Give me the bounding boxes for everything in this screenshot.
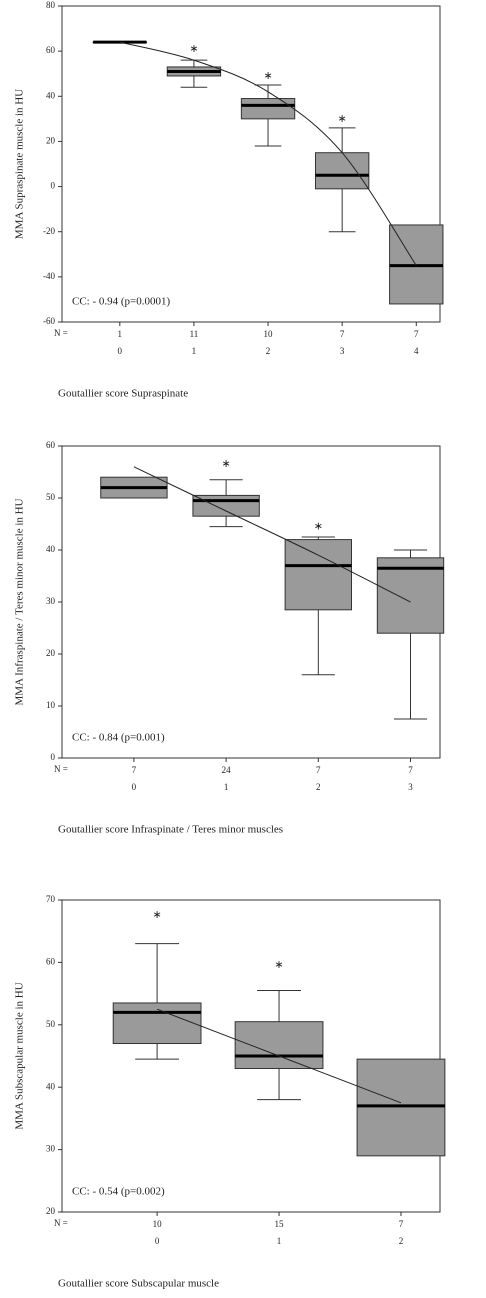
plot-frame: [61, 899, 441, 1213]
x-tick-label: 0: [155, 1236, 160, 1246]
x-tick-label: 1: [192, 346, 197, 356]
box: [356, 1058, 446, 1157]
extreme: ∗: [263, 70, 272, 82]
x-tick-label: 2: [316, 782, 321, 792]
plot-frame: [61, 5, 441, 323]
extreme: ∗: [189, 43, 198, 55]
n-count: 11: [190, 329, 199, 339]
extreme: ∗: [153, 909, 162, 921]
fit-line: [156, 1008, 402, 1104]
x-axis-label: Goutallier score Subscapular muscle: [58, 1278, 219, 1290]
y-tick-label: 20: [46, 648, 56, 658]
n-count: 7: [408, 765, 413, 775]
box: [284, 539, 352, 611]
extreme: ∗: [338, 113, 347, 125]
y-tick-label: 20: [46, 135, 56, 145]
y-tick-label: 30: [46, 596, 56, 606]
y-tick-label: 70: [46, 894, 56, 904]
x-tick-label: 2: [399, 1236, 404, 1246]
box: [192, 494, 260, 517]
n-count: 7: [399, 1219, 404, 1229]
x-tick-label: 4: [414, 346, 419, 356]
box: [376, 557, 445, 634]
annotation: CC: - 0.54 (p=0.002): [72, 1186, 165, 1198]
y-tick-label: 30: [46, 1144, 56, 1154]
annotation: CC: - 0.84 (p=0.001): [72, 732, 165, 744]
extreme: ∗: [274, 959, 283, 971]
annotation: CC: - 0.94 (p=0.0001): [72, 296, 171, 308]
x-tick-label: 0: [118, 346, 123, 356]
n-count: 1: [118, 329, 123, 339]
y-tick-label: 80: [46, 0, 56, 10]
y-tick-label: 40: [46, 544, 56, 554]
n-count: 15: [275, 1219, 285, 1229]
x-tick-label: 2: [266, 346, 271, 356]
extreme: ∗: [221, 458, 230, 470]
y-tick-label: 40: [46, 90, 56, 100]
y-tick-label: 60: [46, 956, 56, 966]
y-tick-label: 20: [46, 1206, 56, 1216]
y-tick-label: 50: [46, 492, 56, 502]
y-tick-label: -40: [43, 271, 55, 281]
n-count: 10: [153, 1219, 163, 1229]
x-tick-label: 3: [408, 782, 413, 792]
x-axis-label: Goutallier score Supraspinate: [58, 388, 188, 400]
box: [240, 98, 296, 120]
y-tick-label: 0: [51, 181, 56, 191]
box: [314, 152, 370, 190]
n-count: 10: [264, 329, 274, 339]
x-tick-label: 0: [132, 782, 137, 792]
fit-line: [133, 466, 411, 603]
n-count: 7: [316, 765, 321, 775]
y-axis-label: MMA Infraspinate / Teres minor muscle in…: [14, 498, 26, 705]
y-tick-label: 50: [46, 1019, 56, 1029]
n-label: N =: [54, 1218, 68, 1228]
n-count: 7: [414, 329, 419, 339]
n-count: 7: [132, 765, 137, 775]
x-tick-label: 1: [277, 1236, 282, 1246]
y-axis-label: MMA Subscapular muscle in HU: [14, 982, 26, 1129]
box: [234, 1021, 324, 1069]
y-axis-label: MMA Supraspinate muscle in HU: [14, 89, 26, 239]
x-axis-label: Goutallier score Infraspinate / Teres mi…: [58, 824, 283, 836]
fit-line: [119, 41, 417, 266]
n-count: 24: [222, 765, 232, 775]
extreme: ∗: [314, 521, 323, 533]
box: [112, 1002, 202, 1045]
n-label: N =: [54, 764, 68, 774]
x-tick-label: 1: [224, 782, 229, 792]
n-label: N =: [54, 328, 68, 338]
y-tick-label: 40: [46, 1081, 56, 1091]
y-tick-label: 60: [46, 440, 56, 450]
y-tick-label: -60: [43, 316, 55, 326]
y-tick-label: 10: [46, 700, 56, 710]
y-tick-label: -20: [43, 226, 55, 236]
x-tick-label: 3: [340, 346, 345, 356]
n-count: 7: [340, 329, 345, 339]
y-tick-label: 60: [46, 45, 56, 55]
y-tick-label: 0: [51, 752, 56, 762]
